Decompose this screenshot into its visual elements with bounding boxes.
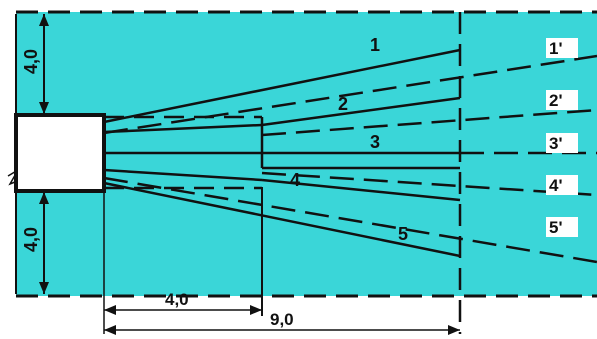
line-5 [103, 181, 461, 258]
label-1: 1 [370, 35, 380, 55]
line-4-seg-a [103, 168, 263, 182]
dim-4-arrow-right [250, 305, 262, 315]
dim-4-arrow-left [104, 305, 116, 315]
label-1-prime: 1' [549, 39, 563, 58]
label-1-prime-bg [546, 38, 578, 58]
dim-9-label: 9,0 [270, 310, 294, 329]
label-5: 5 [398, 224, 408, 244]
line-2-prime [261, 108, 597, 137]
dim-9-arrow-right [448, 325, 460, 335]
label-5-prime-bg [546, 217, 578, 237]
line-4-seg-b [261, 178, 461, 202]
opening-box [14, 113, 106, 193]
dim-9-arrow-left [104, 325, 116, 335]
label-4-prime-bg [546, 175, 578, 195]
line-1 [103, 48, 461, 124]
label-2-prime: 2' [549, 91, 563, 110]
label-2: 2 [338, 94, 348, 114]
label-5-prime: 5' [549, 218, 563, 237]
label-4-prime: 4' [549, 176, 563, 195]
line-2-seg-a [103, 123, 263, 134]
label-3-prime: 3' [549, 134, 563, 153]
bottom-dim-arrow-up [39, 192, 49, 204]
bottom-dim-arrow-down [39, 282, 49, 294]
top-dimension-label: 4,0 [21, 49, 41, 74]
dim-4-label: 4,0 [165, 290, 189, 309]
label-3: 3 [370, 132, 380, 152]
label-2-prime-bg [546, 90, 578, 110]
label-4: 4 [290, 170, 300, 190]
top-dim-arrow-down [39, 102, 49, 114]
bottom-dimension-label: 4,0 [21, 227, 41, 252]
line-1-prime [103, 54, 597, 135]
line-5-prime [103, 176, 597, 264]
line-4-prime [261, 171, 597, 197]
label-3-prime-bg [546, 133, 578, 153]
top-dim-arrow-up [39, 14, 49, 26]
line-2-seg-b [261, 96, 461, 127]
